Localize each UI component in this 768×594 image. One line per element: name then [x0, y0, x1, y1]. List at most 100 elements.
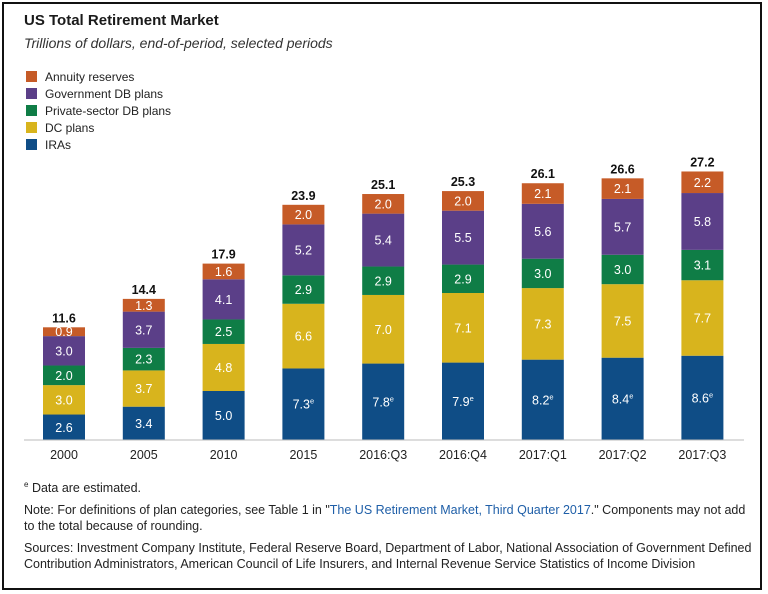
data-label-annuity: 1.6 [215, 265, 232, 279]
chart-frame: US Total Retirement Market Trillions of … [2, 2, 762, 590]
bar-segment-ira [362, 363, 405, 440]
legend-item-private_db: Private-sector DB plans [26, 102, 171, 119]
bar-segment-annuity [282, 204, 325, 225]
data-label-ira: 8.2e [532, 392, 554, 407]
bar-segment-dc [521, 288, 564, 360]
total-label: 17.9 [211, 248, 235, 262]
data-label-private_db: 3.1 [694, 259, 711, 273]
bar-segment-gov_db [521, 203, 564, 259]
legend-label-gov_db: Government DB plans [45, 86, 164, 101]
data-label-private_db: 3.0 [614, 263, 631, 277]
estimate-marker: e [390, 394, 394, 403]
data-label-ira: 5.0 [215, 409, 232, 423]
bar-segment-gov_db [122, 311, 165, 348]
bar-segment-annuity [681, 171, 724, 194]
x-tick-label: 2015 [289, 448, 317, 462]
data-label-dc: 7.7 [694, 311, 711, 325]
total-label: 14.4 [132, 283, 156, 297]
bar-segment-dc [362, 294, 405, 364]
bar-segment-annuity [601, 178, 644, 199]
data-label-ira: 3.4 [135, 417, 152, 431]
bar-segment-dc [122, 370, 165, 407]
bar-segment-ira [122, 406, 165, 440]
data-label-dc: 6.6 [295, 330, 312, 344]
note-prefix: Note: For definitions of plan categories… [24, 503, 330, 517]
total-label: 11.6 [52, 311, 76, 325]
legend-item-ira: IRAs [26, 136, 171, 153]
data-label-dc: 3.7 [135, 382, 152, 396]
legend-item-gov_db: Government DB plans [26, 85, 171, 102]
estimate-marker: e [24, 480, 29, 489]
total-label: 26.1 [531, 167, 555, 181]
note: Note: For definitions of plan categories… [24, 502, 754, 534]
bar-segment-ira [601, 357, 644, 440]
data-label-gov_db: 4.1 [215, 293, 232, 307]
data-label-annuity: 1.3 [135, 299, 152, 313]
x-tick-label: 2017:Q3 [678, 448, 726, 462]
x-tick-label: 2016:Q3 [359, 448, 407, 462]
legend: Annuity reserves Government DB plans Priva… [26, 68, 171, 153]
bar-segment-dc [282, 303, 325, 369]
data-label-annuity: 2.0 [295, 208, 312, 222]
data-label-gov_db: 5.2 [295, 243, 312, 257]
data-label-gov_db: 5.6 [534, 225, 551, 239]
total-label: 23.9 [291, 189, 315, 203]
x-tick-label: 2010 [210, 448, 238, 462]
data-label-gov_db: 5.7 [614, 220, 631, 234]
data-label-gov_db: 5.4 [375, 234, 392, 248]
data-label-gov_db: 3.0 [55, 344, 72, 358]
note-suffix: ." Components may not add to the total b… [24, 503, 746, 533]
data-label-annuity: 0.9 [55, 325, 72, 339]
bar-segment-dc [681, 280, 724, 356]
total-label: 26.6 [610, 162, 634, 176]
sources: Sources: Investment Company Institute, F… [24, 541, 752, 571]
bar-segment-gov_db [202, 279, 245, 320]
data-label-gov_db: 3.7 [135, 323, 152, 337]
data-label-dc: 3.0 [55, 393, 72, 407]
data-label-private_db: 2.9 [454, 272, 471, 286]
report-link[interactable]: The US Retirement Market, Third Quarter … [329, 503, 591, 517]
bar-segment-dc [442, 293, 484, 363]
data-label-annuity: 2.1 [614, 182, 631, 196]
legend-item-annuity: Annuity reserves [26, 68, 171, 85]
bar-segment-private_db [442, 264, 484, 293]
total-label: 25.1 [371, 178, 395, 192]
legend-label-annuity: Annuity reserves [45, 69, 135, 84]
x-tick-label: 2005 [130, 448, 158, 462]
data-label-private_db: 2.5 [215, 325, 232, 339]
legend-label-private_db: Private-sector DB plans [45, 103, 172, 118]
bar-segment-ira [282, 368, 325, 440]
estimate-marker: e [310, 397, 314, 406]
bar-segment-annuity [521, 183, 564, 204]
bar-segment-dc [43, 385, 85, 415]
bar-segment-gov_db [43, 336, 85, 366]
bar-segment-annuity [202, 263, 245, 280]
bar-segment-ira [681, 355, 724, 440]
data-label-private_db: 2.0 [55, 369, 72, 383]
bar-segment-private_db [521, 258, 564, 289]
bar-segment-annuity [122, 298, 165, 312]
data-label-annuity: 2.0 [454, 194, 471, 208]
data-label-dc: 7.5 [614, 314, 631, 328]
bar-segment-dc [202, 343, 245, 391]
legend-item-dc: DC plans [26, 119, 171, 136]
bar-segment-annuity [43, 327, 85, 337]
x-tick-label: 2016:Q4 [439, 448, 487, 462]
legend-label-ira: IRAs [45, 137, 72, 152]
data-label-dc: 7.3 [534, 317, 551, 331]
bar-segment-private_db [282, 275, 325, 304]
estimate-footnote: e Data are estimated. [24, 480, 141, 495]
bar-segment-ira [442, 362, 484, 440]
legend-label-dc: DC plans [45, 120, 95, 135]
legend-swatch-annuity [26, 71, 37, 82]
data-label-private_db: 2.3 [135, 353, 152, 367]
estimate-marker: e [549, 392, 553, 401]
estimate-marker: e [629, 391, 633, 400]
bar-segment-annuity [442, 191, 484, 211]
x-tick-label: 2017:Q2 [599, 448, 647, 462]
bar-segment-gov_db [601, 198, 644, 255]
bar-segment-ira [521, 359, 564, 440]
estimate-marker: e [470, 394, 474, 403]
x-tick-label: 2017:Q1 [519, 448, 567, 462]
data-label-ira: 8.4e [612, 391, 634, 406]
